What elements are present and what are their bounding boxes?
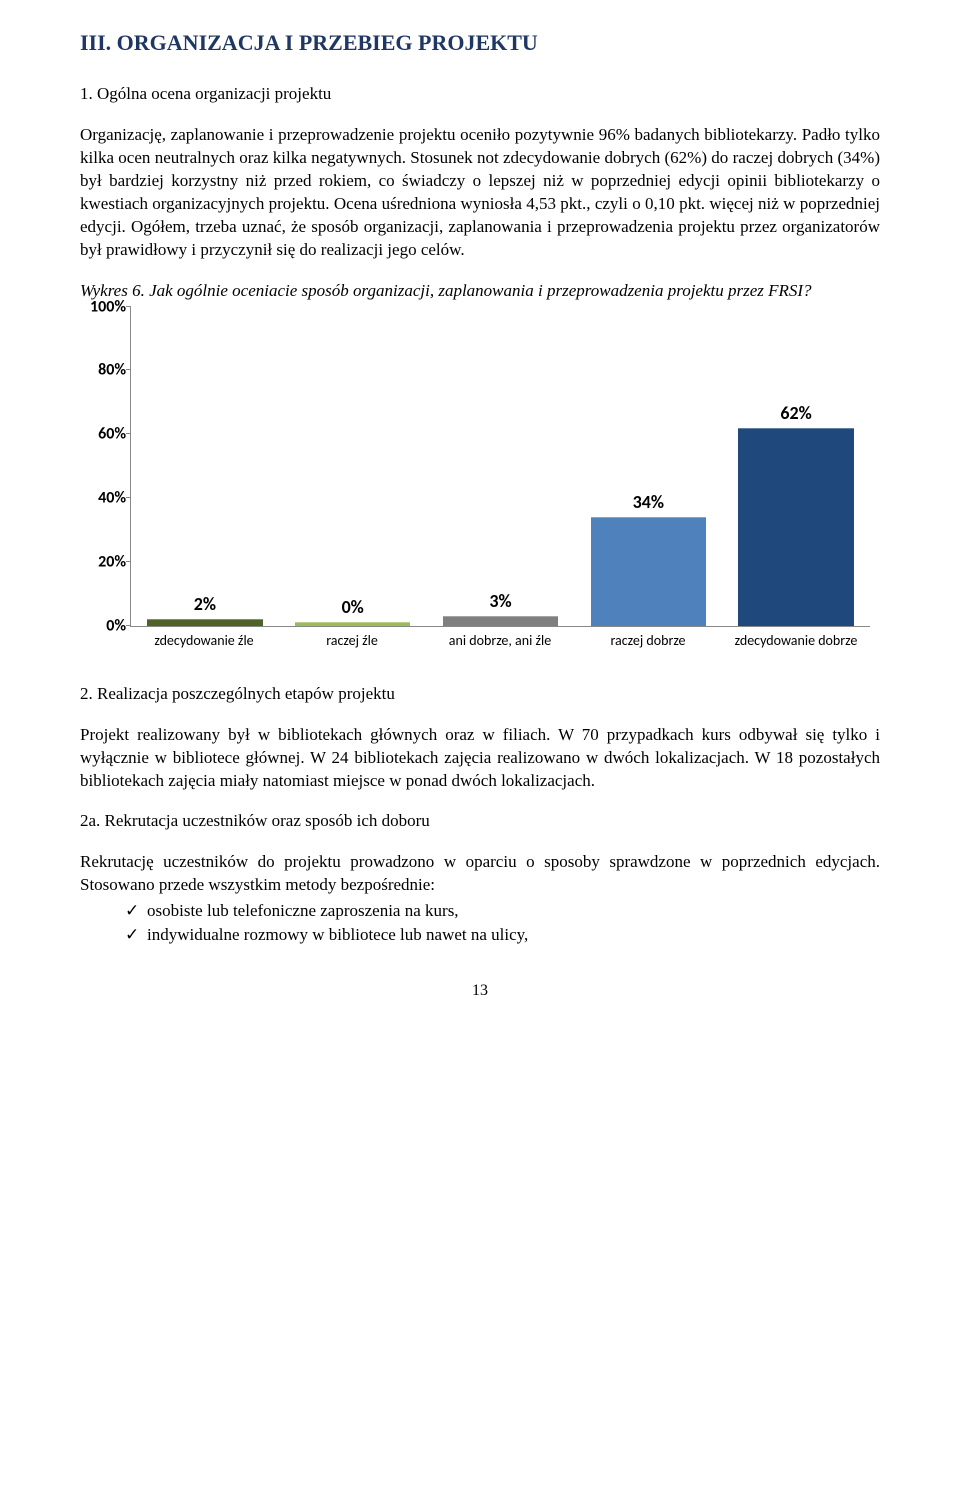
bar-slot: 2% [131,307,279,626]
x-axis-label: raczej dobrze [574,633,722,650]
bar-value-label: 62% [780,402,811,424]
section-2a-heading: 2a. Rekrutacja uczestników oraz sposób i… [80,811,880,831]
y-axis-tick-label: 0% [81,616,126,635]
bar-rect [147,619,262,625]
bar-slot: 62% [722,307,870,626]
x-axis-label: ani dobrze, ani źle [426,633,574,650]
bar-value-label: 34% [633,491,664,513]
bar-rect [443,616,558,626]
bullet-list: osobiste lub telefoniczne zaproszenia na… [80,899,880,947]
bar-slot: 34% [574,307,722,626]
section-1-heading: 1. Ogólna ocena organizacji projektu [80,84,880,104]
page-title: III. ORGANIZACJA I PRZEBIEG PROJEKTU [80,30,880,56]
page-number: 13 [80,982,880,1000]
y-axis-tick-label: 80% [81,361,126,380]
bar-rect [295,622,410,626]
y-axis-tick-label: 40% [81,488,126,507]
x-axis-label: raczej źle [278,633,426,650]
section-2-para: Projekt realizowany był w bibliotekach g… [80,724,880,793]
chart-caption: Wykres 6. Jak ogólnie oceniacie sposób o… [80,280,880,303]
list-item: osobiste lub telefoniczne zaproszenia na… [125,899,880,923]
x-axis-label: zdecydowanie źle [130,633,278,650]
bar-value-label: 0% [342,596,364,618]
bar-slot: 3% [427,307,575,626]
x-axis-label: zdecydowanie dobrze [722,633,870,650]
bar-rect [591,517,706,625]
bar-rect [738,428,853,626]
y-axis-tick-label: 60% [81,425,126,444]
section-2a-para: Rekrutację uczestników do projektu prowa… [80,851,880,897]
y-axis-tick-label: 20% [81,552,126,571]
bar-chart: 0%20%40%60%80%100%2%0%3%34%62% zdecydowa… [80,307,880,650]
section-2-heading: 2. Realizacja poszczególnych etapów proj… [80,684,880,704]
bar-slot: 0% [279,307,427,626]
y-axis-tick-label: 100% [81,297,126,316]
bar-value-label: 2% [194,593,216,615]
section-1-para-1: Organizację, zaplanowanie i przeprowadze… [80,124,880,262]
bar-value-label: 3% [489,590,511,612]
list-item: indywidualne rozmowy w bibliotece lub na… [125,923,880,947]
